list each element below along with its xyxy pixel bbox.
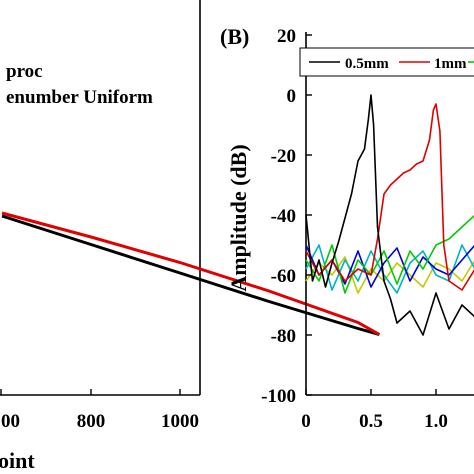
panel-b-series-group [305, 94, 474, 336]
panel-b-legend-entry-2: 1mm [434, 56, 467, 72]
panel-b-y-tick-label: -80 [271, 326, 296, 347]
panel-b-y-axis-title: Amplitude (dB) [226, 144, 251, 291]
panel-b-y-tick-label: -20 [271, 146, 296, 167]
panel-b-series-line-5 [305, 244, 474, 294]
panel-b-y-tick-label: 20 [277, 26, 296, 47]
panel-b-y-tick-label: -100 [261, 386, 296, 407]
panel-a-tick-group: 00 800 1000 [0, 389, 199, 432]
panel-b-legend-entry-1: 0.5mm [345, 56, 389, 72]
panel-a-legend-entry-1: proc [6, 61, 43, 82]
panel-b-series-line-6 [305, 256, 474, 294]
panel-b-x-tick-label: 1.0 [424, 411, 448, 432]
panel-a-x-tick-label: 800 [77, 411, 106, 432]
panel-b-tick-group: 200-20-40-60-80-1000 0.5 1.0 [261, 26, 448, 432]
panel-a-series-line-2 [1, 211, 381, 336]
panel-a-x-tick-label: 1000 [161, 411, 199, 432]
panel-a-x-tick-label: 00 [1, 411, 20, 432]
panel-b-series-line-1 [305, 94, 474, 336]
panel-b-y-tick-label: 0 [287, 86, 297, 107]
panel-b-x-tick-label: 0 [301, 411, 311, 432]
panel-b-chart: (B) Amplitude (dB) 200-20-40-60-80-1000 0… [220, 24, 474, 432]
panel-a-legend-entry-2: enumber Uniform [6, 87, 153, 108]
panel-a-chart: 00 800 1000 proc enumber Uniform oint [0, 0, 381, 473]
panel-a-x-axis-title: oint [0, 448, 35, 473]
panel-a-series-line-1 [1, 214, 380, 336]
panel-b-series-line-3 [305, 214, 474, 294]
panel-a-series-group [1, 211, 381, 336]
panel-b-legend: 0.5mm 1mm [299, 47, 474, 77]
panel-b-label: (B) [220, 24, 249, 49]
panel-b-y-tick-label: -60 [271, 266, 296, 287]
panel-b-y-tick-label: -40 [271, 206, 296, 227]
panel-b-series-line-2 [305, 103, 474, 291]
panel-b-x-tick-label: 0.5 [359, 411, 383, 432]
